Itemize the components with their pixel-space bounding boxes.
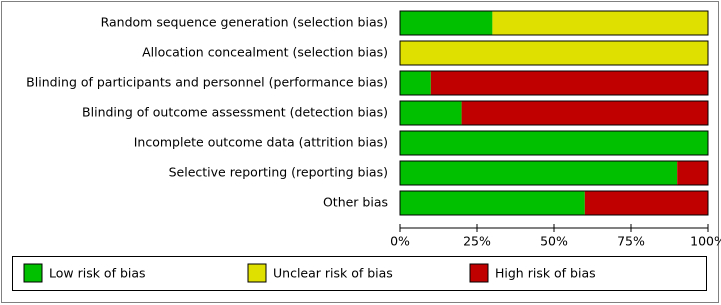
- bar-segment: [400, 101, 462, 125]
- x-tick-label: 50%: [540, 234, 568, 249]
- bar-segment: [430, 71, 708, 95]
- bar-segment: [400, 71, 431, 95]
- bar-segment: [492, 11, 708, 35]
- bar-segment: [400, 11, 493, 35]
- y-tick-label: Random sequence generation (selection bi…: [101, 15, 388, 30]
- bar-outline: [399, 130, 709, 156]
- bar-outline: [399, 190, 709, 216]
- bar-segment: [461, 101, 708, 125]
- legend-swatch: [23, 263, 43, 283]
- x-tick-label: 25%: [463, 234, 491, 249]
- x-tick-label: 100%: [690, 234, 721, 249]
- bar-segment: [584, 191, 708, 215]
- legend-label: Unclear risk of bias: [273, 266, 393, 281]
- y-tick-label: Blinding of participants and personnel (…: [26, 75, 388, 90]
- y-tick-label: Other bias: [323, 195, 388, 210]
- legend-label: High risk of bias: [495, 266, 596, 281]
- bar-outline: [399, 160, 709, 186]
- y-tick-label: Blinding of outcome assessment (detectio…: [82, 105, 388, 120]
- legend-swatch: [469, 263, 489, 283]
- x-tick-label: 0%: [390, 234, 410, 249]
- legend-label: Low risk of bias: [49, 266, 146, 281]
- bar-segment: [677, 161, 708, 185]
- bar-segment: [400, 41, 708, 65]
- bar-outline: [399, 40, 709, 66]
- bar-outline: [399, 10, 709, 36]
- bar-segment: [400, 191, 585, 215]
- legend-swatch: [247, 263, 267, 283]
- y-tick-label: Allocation concealment (selection bias): [142, 45, 388, 60]
- legend-box: [12, 256, 707, 291]
- y-tick-label: Selective reporting (reporting bias): [169, 165, 388, 180]
- x-tick-label: 75%: [617, 234, 645, 249]
- y-tick-label: Incomplete outcome data (attrition bias): [134, 135, 388, 150]
- bar-outline: [399, 70, 709, 96]
- bar-segment: [400, 131, 708, 155]
- bar-outline: [399, 100, 709, 126]
- bar-segment: [400, 161, 678, 185]
